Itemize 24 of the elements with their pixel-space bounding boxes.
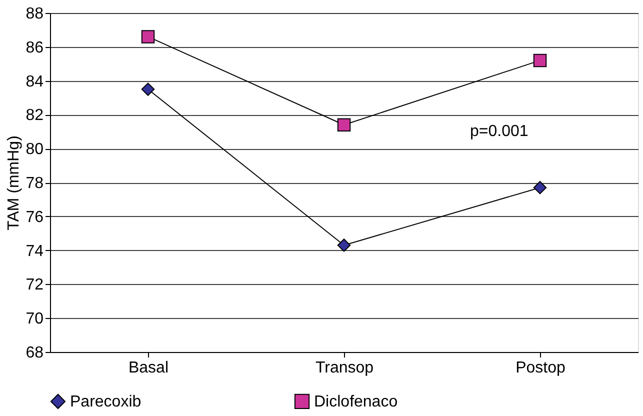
y-tick-label: 72 (26, 276, 44, 294)
point (141, 82, 155, 96)
y-tick-label: 88 (26, 6, 44, 22)
x-tick-label: Basal (128, 360, 169, 376)
point (533, 54, 547, 68)
y-tick-label: 74 (26, 242, 44, 260)
point (533, 180, 547, 194)
point (141, 30, 155, 44)
y-axis-title: TAM (mmHg) (6, 136, 23, 230)
x-tick-label: Postop (516, 360, 566, 376)
y-tick-label: 84 (26, 73, 44, 90)
point (337, 238, 351, 252)
y-tick-label: 86 (26, 39, 44, 56)
y-tick-label: 76 (26, 208, 44, 226)
y-tick-label: 78 (26, 175, 44, 192)
y-tick-label: 82 (26, 107, 44, 124)
x-tick-label: Transop (315, 360, 374, 376)
point (337, 118, 351, 132)
y-tick-label: 70 (26, 310, 44, 328)
legend-label: Parecoxib (70, 393, 142, 410)
legend-label: Diclofenaco (314, 393, 398, 410)
annotation: p=0.001 (470, 123, 528, 140)
y-tick-label: 68 (26, 344, 44, 362)
y-tick-label: 80 (26, 141, 44, 158)
